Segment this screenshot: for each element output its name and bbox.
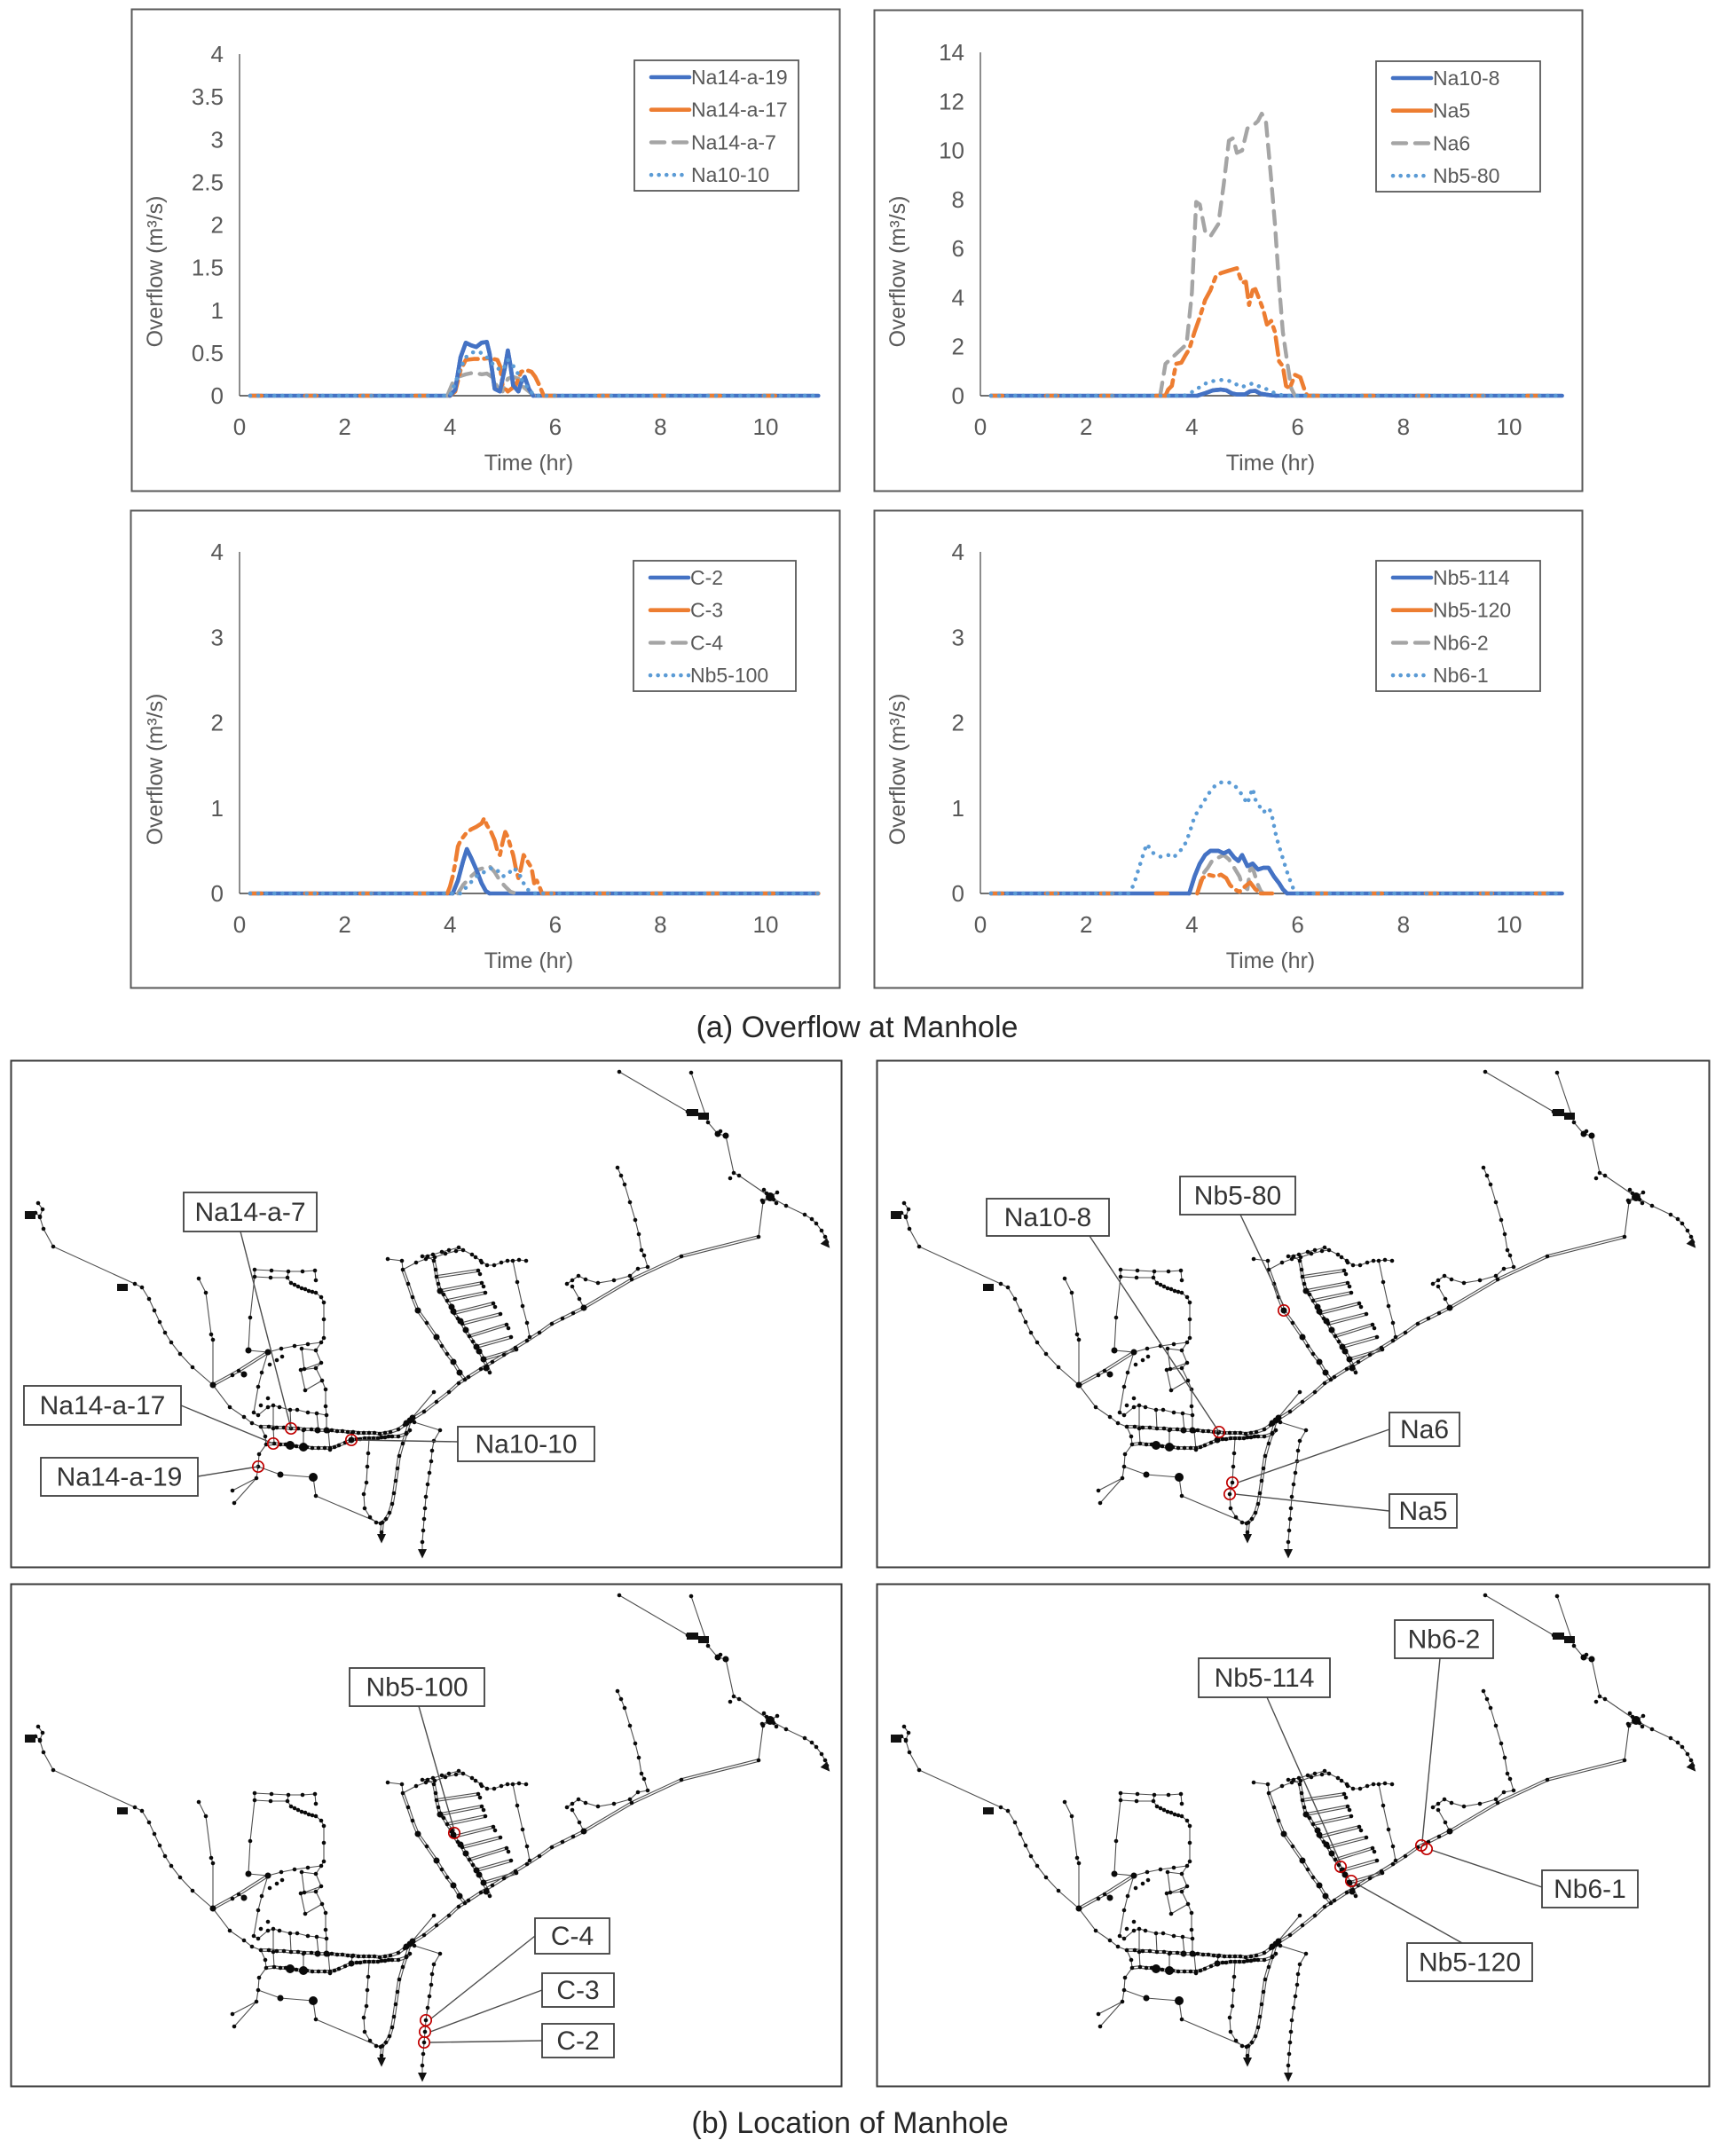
svg-text:6: 6 (1291, 413, 1303, 440)
svg-text:3.5: 3.5 (192, 83, 224, 110)
svg-text:12: 12 (939, 88, 964, 114)
svg-text:2: 2 (1080, 413, 1092, 440)
svg-text:1.5: 1.5 (192, 255, 224, 281)
svg-text:4: 4 (211, 41, 224, 67)
svg-text:0.5: 0.5 (192, 340, 224, 366)
svg-text:C-2: C-2 (690, 566, 723, 589)
svg-text:Na10-10: Na10-10 (691, 163, 769, 186)
svg-text:4: 4 (1185, 413, 1198, 440)
svg-text:10: 10 (753, 911, 779, 938)
svg-text:4: 4 (952, 284, 964, 311)
svg-text:4: 4 (1185, 911, 1198, 938)
svg-text:Nb6-2: Nb6-2 (1408, 1625, 1481, 1655)
svg-text:Nb5-120: Nb5-120 (1419, 1948, 1521, 1978)
svg-text:Time (hr): Time (hr) (1226, 451, 1315, 476)
svg-text:6: 6 (549, 413, 562, 440)
svg-text:6: 6 (952, 235, 964, 262)
svg-text:10: 10 (1497, 413, 1522, 440)
svg-text:2: 2 (211, 212, 224, 239)
svg-text:Na14-a-19: Na14-a-19 (57, 1463, 183, 1492)
svg-text:6: 6 (1291, 911, 1303, 938)
svg-text:0: 0 (211, 382, 224, 409)
svg-text:0: 0 (211, 880, 224, 907)
svg-text:2: 2 (952, 334, 964, 360)
svg-text:3: 3 (952, 624, 964, 650)
svg-text:Nb5-120: Nb5-120 (1433, 599, 1511, 622)
svg-text:4: 4 (952, 539, 964, 565)
svg-text:10: 10 (939, 138, 964, 164)
svg-text:Na14-a-17: Na14-a-17 (40, 1391, 166, 1420)
svg-text:8: 8 (654, 911, 666, 938)
svg-text:2: 2 (338, 413, 350, 440)
svg-text:C-3: C-3 (690, 599, 723, 622)
svg-text:3: 3 (211, 126, 224, 153)
svg-text:C-2: C-2 (556, 2026, 599, 2056)
svg-text:Nb6-1: Nb6-1 (1554, 1875, 1626, 1904)
svg-text:Nb6-2: Nb6-2 (1433, 631, 1489, 654)
svg-text:Nb5-100: Nb5-100 (366, 1673, 468, 1703)
svg-text:2.5: 2.5 (192, 169, 224, 195)
svg-text:0: 0 (974, 413, 987, 440)
svg-text:(a) Overflow at Manhole: (a) Overflow at Manhole (696, 1011, 1019, 1044)
svg-text:Nb5-100: Nb5-100 (690, 664, 768, 687)
svg-text:4: 4 (211, 539, 224, 565)
svg-text:8: 8 (1397, 413, 1410, 440)
svg-text:Time (hr): Time (hr) (484, 451, 573, 476)
svg-text:0: 0 (952, 880, 964, 907)
svg-text:Na10-8: Na10-8 (1004, 1203, 1091, 1232)
svg-text:Na10-8: Na10-8 (1433, 67, 1499, 90)
svg-text:2: 2 (338, 911, 350, 938)
svg-text:(b) Location of Manhole: (b) Location of Manhole (691, 2106, 1008, 2140)
svg-text:Overflow (m³/s): Overflow (m³/s) (885, 196, 910, 348)
svg-text:C-4: C-4 (551, 1922, 594, 1951)
svg-text:Time (hr): Time (hr) (1226, 948, 1315, 973)
svg-text:2: 2 (1080, 911, 1092, 938)
svg-text:C-4: C-4 (690, 631, 723, 654)
svg-text:C-3: C-3 (556, 1976, 599, 2005)
svg-text:Nb5-80: Nb5-80 (1433, 164, 1499, 187)
svg-text:10: 10 (753, 413, 779, 440)
svg-text:Na14-a-19: Na14-a-19 (691, 66, 788, 89)
svg-text:1: 1 (211, 297, 224, 324)
svg-text:0: 0 (233, 911, 246, 938)
svg-text:Nb5-114: Nb5-114 (1433, 566, 1510, 589)
svg-text:0: 0 (952, 382, 964, 409)
svg-text:4: 4 (444, 911, 456, 938)
svg-text:14: 14 (939, 39, 964, 66)
svg-text:10: 10 (1497, 911, 1522, 938)
svg-text:2: 2 (952, 710, 964, 736)
svg-text:2: 2 (211, 710, 224, 736)
svg-text:Na14-a-7: Na14-a-7 (691, 130, 776, 153)
svg-text:8: 8 (1397, 911, 1410, 938)
svg-text:Na5: Na5 (1433, 99, 1470, 122)
svg-text:1: 1 (952, 795, 964, 822)
svg-text:6: 6 (549, 911, 562, 938)
svg-text:Na6: Na6 (1400, 1415, 1449, 1444)
svg-text:0: 0 (233, 413, 246, 440)
svg-text:4: 4 (444, 413, 456, 440)
svg-text:8: 8 (654, 413, 666, 440)
svg-text:Overflow (m³/s): Overflow (m³/s) (885, 694, 910, 846)
svg-text:Overflow (m³/s): Overflow (m³/s) (143, 694, 168, 846)
svg-text:Na6: Na6 (1433, 131, 1470, 154)
svg-text:Overflow (m³/s): Overflow (m³/s) (143, 196, 168, 348)
svg-text:Na5: Na5 (1398, 1497, 1447, 1526)
svg-text:1: 1 (211, 795, 224, 822)
svg-text:3: 3 (211, 624, 224, 650)
svg-text:Nb5-114: Nb5-114 (1215, 1664, 1315, 1693)
svg-text:8: 8 (952, 186, 964, 213)
svg-text:Na14-a-7: Na14-a-7 (194, 1198, 305, 1227)
svg-text:Na14-a-17: Na14-a-17 (691, 98, 788, 122)
svg-text:Time (hr): Time (hr) (484, 948, 573, 973)
svg-text:0: 0 (974, 911, 987, 938)
svg-text:Nb5-80: Nb5-80 (1194, 1182, 1281, 1211)
svg-text:Na10-10: Na10-10 (475, 1430, 577, 1460)
svg-text:Nb6-1: Nb6-1 (1433, 664, 1489, 687)
